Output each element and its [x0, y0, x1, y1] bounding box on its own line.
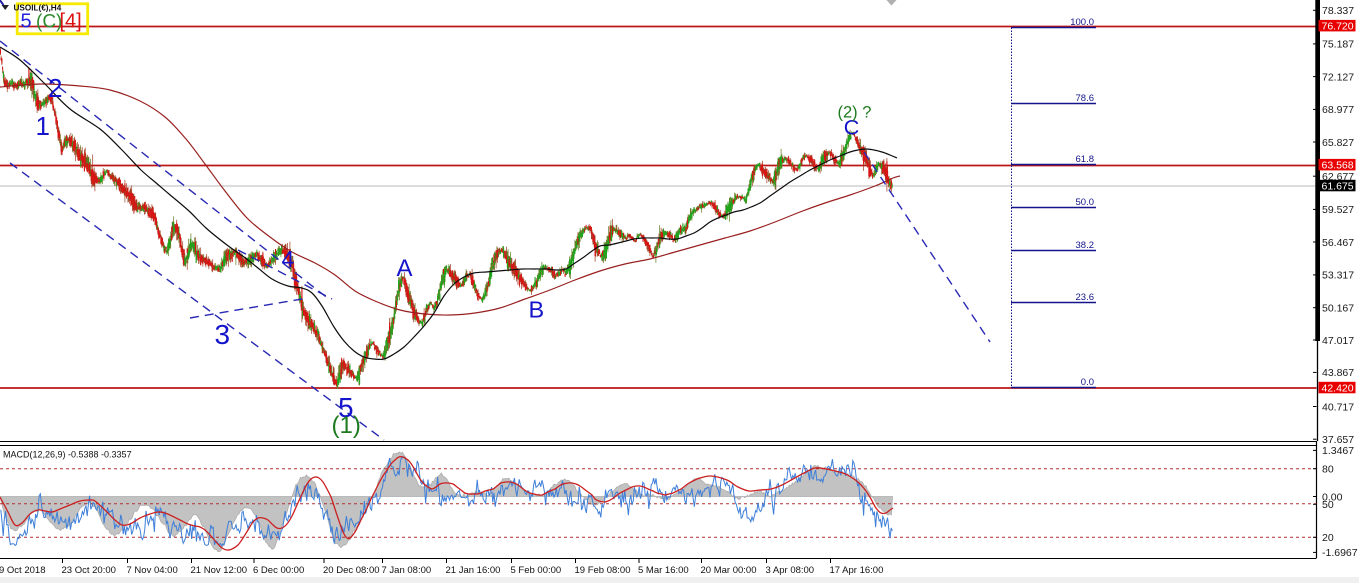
svg-text:23.6: 23.6	[1076, 292, 1095, 303]
svg-text:37.657: 37.657	[1322, 434, 1354, 446]
svg-text:50: 50	[1322, 499, 1334, 511]
svg-text:68.977: 68.977	[1322, 104, 1354, 116]
svg-text:3 Apr 08:00: 3 Apr 08:00	[766, 565, 815, 576]
svg-text:56.467: 56.467	[1322, 237, 1354, 249]
svg-text:47.017: 47.017	[1322, 335, 1354, 347]
svg-text:0.0: 0.0	[1081, 377, 1094, 388]
svg-text:7 Nov 04:00: 7 Nov 04:00	[127, 565, 178, 576]
svg-text:5: 5	[21, 11, 32, 33]
svg-text:MACD(12,26,9) -0.5388 -0.3357: MACD(12,26,9) -0.5388 -0.3357	[3, 450, 132, 460]
svg-text:(2) ?: (2) ?	[838, 104, 872, 122]
svg-text:3: 3	[215, 319, 231, 350]
svg-text:50.167: 50.167	[1322, 303, 1354, 315]
svg-text:4: 4	[282, 246, 295, 272]
svg-text:61.8: 61.8	[1076, 154, 1095, 165]
svg-text:76.720: 76.720	[1322, 21, 1354, 33]
svg-text:17 Apr 16:00: 17 Apr 16:00	[830, 565, 884, 576]
svg-text:[4]: [4]	[60, 11, 82, 33]
svg-text:1.3467: 1.3467	[1322, 445, 1354, 457]
svg-text:0.00: 0.00	[1322, 491, 1343, 503]
svg-text:72.127: 72.127	[1322, 71, 1354, 83]
svg-text:40.717: 40.717	[1322, 401, 1354, 413]
svg-text:78.6: 78.6	[1076, 93, 1095, 104]
svg-text:9 Oct 2018: 9 Oct 2018	[0, 565, 45, 576]
svg-text:USOIL(€),H4: USOIL(€),H4	[14, 4, 62, 13]
svg-text:A: A	[397, 255, 413, 282]
svg-text:63.568: 63.568	[1322, 160, 1354, 172]
svg-text:5 Feb 00:00: 5 Feb 00:00	[511, 565, 562, 576]
svg-text:7 Jan 08:00: 7 Jan 08:00	[382, 565, 432, 576]
svg-text:6 Dec 00:00: 6 Dec 00:00	[253, 565, 304, 576]
svg-text:C: C	[844, 116, 860, 140]
svg-text:75.187: 75.187	[1322, 39, 1354, 51]
svg-text:59.527: 59.527	[1322, 204, 1354, 216]
svg-text:50.0: 50.0	[1076, 197, 1095, 208]
svg-text:61.675: 61.675	[1322, 180, 1354, 192]
svg-text:80: 80	[1322, 464, 1334, 476]
svg-text:(1): (1)	[332, 412, 361, 439]
svg-text:19 Feb 08:00: 19 Feb 08:00	[575, 565, 631, 576]
svg-text:B: B	[529, 297, 545, 323]
svg-text:21 Nov 12:00: 21 Nov 12:00	[191, 565, 248, 576]
svg-text:53.317: 53.317	[1322, 270, 1354, 282]
svg-text:78.337: 78.337	[1322, 5, 1354, 17]
svg-text:20 Dec 08:00: 20 Dec 08:00	[323, 565, 380, 576]
svg-text:42.420: 42.420	[1322, 382, 1354, 394]
svg-text:1: 1	[36, 111, 50, 141]
svg-text:38.2: 38.2	[1076, 240, 1095, 251]
svg-text:43.867: 43.867	[1322, 367, 1354, 379]
svg-text:20 Mar 00:00: 20 Mar 00:00	[701, 565, 757, 576]
svg-text:20: 20	[1322, 532, 1334, 544]
svg-text:100.0: 100.0	[1070, 17, 1094, 28]
svg-text:5: 5	[338, 392, 354, 423]
svg-text:23 Oct 20:00: 23 Oct 20:00	[62, 565, 116, 576]
svg-text:21 Jan 16:00: 21 Jan 16:00	[446, 565, 501, 576]
svg-text:5 Mar 16:00: 5 Mar 16:00	[638, 565, 689, 576]
svg-text:(C): (C)	[36, 12, 62, 33]
svg-text:65.827: 65.827	[1322, 137, 1354, 149]
svg-text:-1.6967: -1.6967	[1322, 547, 1358, 559]
svg-text:2: 2	[48, 73, 62, 103]
